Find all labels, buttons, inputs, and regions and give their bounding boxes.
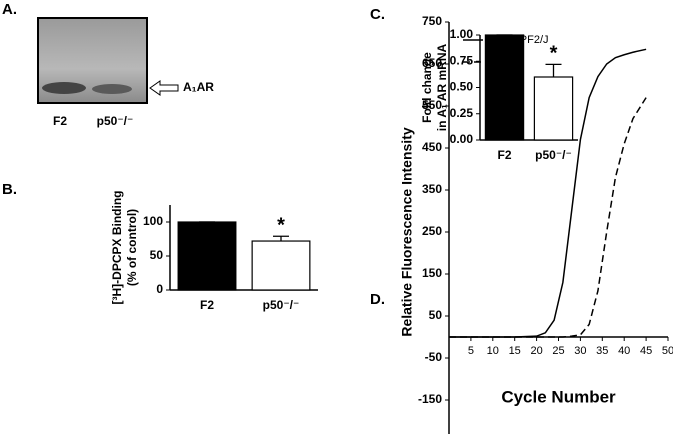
x-tick-label: p50⁻/⁻ [535,148,572,162]
bar [484,34,525,141]
y-axis-label: Relative Fluorescence Intensity [399,127,415,337]
panel-label: D. [370,291,385,308]
x-tick-label: 30 [574,345,586,357]
y-tick-label: 250 [422,224,442,238]
x-tick-label: 40 [618,345,630,357]
bar [177,221,237,291]
y-tick-label: 350 [422,182,442,196]
lane-label: p50⁻/⁻ [97,114,134,128]
x-tick-label: F2 [497,148,511,162]
y-tick-label: 0.00 [450,132,474,146]
x-tick-label: 35 [596,345,608,357]
x-tick-label: 25 [552,345,564,357]
annotation: * [277,215,285,237]
annotation: * [550,43,558,65]
x-tick-label: p50⁻/⁻ [263,298,300,312]
band-label: A₁AR [183,80,214,94]
y-axis-label: (% of control) [125,209,139,286]
error-bar [273,235,289,242]
bar [251,240,311,291]
gel-band [42,82,86,94]
x-tick-label: 10 [487,345,499,357]
y-tick-label: 0.50 [450,80,474,94]
y-tick-label: 450 [422,140,442,154]
gel-band [92,84,132,94]
legend-label: B6129PF2/J [488,34,549,46]
x-tick-label: 50 [662,345,673,357]
y-tick-label: -50 [425,350,443,364]
y-tick-label: 0.75 [450,53,474,67]
legend-label: p50⁻/⁻ [488,56,521,68]
x-tick-label: 45 [640,345,652,357]
lane-label: F2 [53,114,67,128]
x-tick-label: F2 [200,298,214,312]
y-axis-label: Fold change [420,52,434,123]
y-tick-label: 50 [429,308,443,322]
x-tick-label: 20 [530,345,542,357]
x-tick-label: 15 [509,345,521,357]
bar [533,76,574,141]
panel-label: B. [2,181,17,198]
y-tick-label: 550 [422,98,442,112]
y-tick-label: 50 [150,248,164,262]
y-tick-label: 100 [143,214,163,228]
y-axis-label: in A₁ AR mRNA [435,43,449,131]
y-tick-label: -150 [418,392,442,406]
band-arrow [149,80,179,96]
x-tick-label: 5 [468,345,474,357]
y-tick-label: 150 [422,266,442,280]
y-tick-label: 750 [422,14,442,28]
series-line [449,97,647,338]
y-tick-label: 0.25 [450,106,474,120]
y-axis-label: [³H]-DPCPX Binding [110,191,124,305]
error-bar [545,63,562,77]
y-tick-label: 0 [156,282,163,296]
panel-label: C. [370,6,385,23]
y-tick-label: 1.00 [450,27,474,41]
y-tick-label: 650 [422,56,442,70]
x-axis-label: Cycle Number [501,387,616,406]
panel-label: A. [2,1,17,18]
